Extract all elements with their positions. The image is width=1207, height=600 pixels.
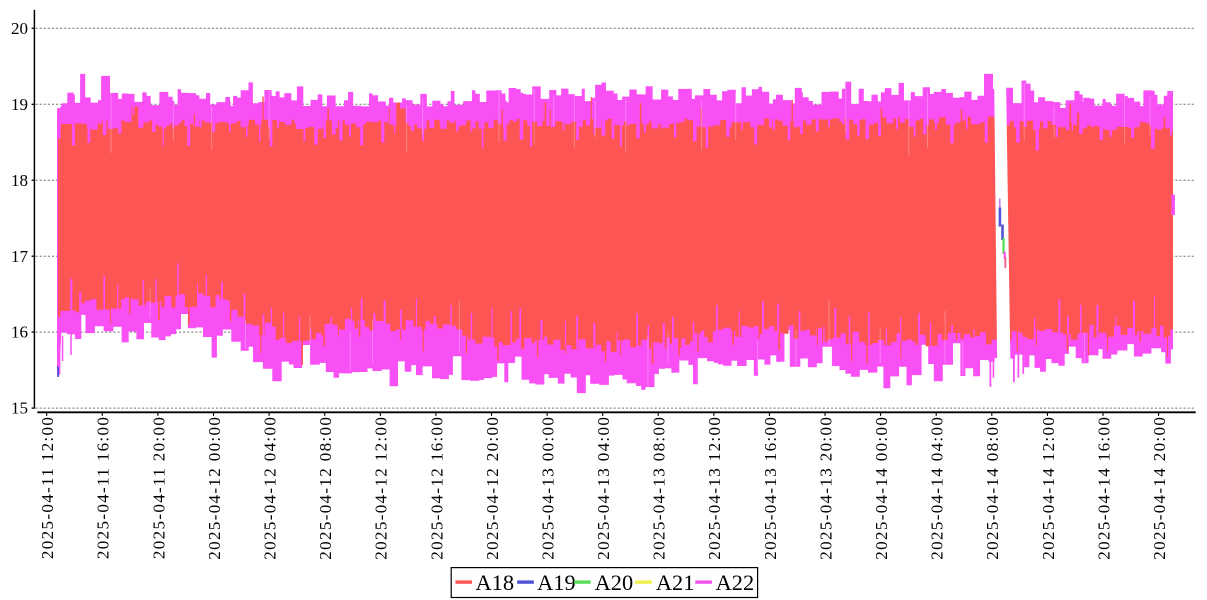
svg-text:17: 17 [11, 247, 29, 266]
svg-text:16: 16 [11, 323, 28, 342]
svg-text:2025-04-11 12:00: 2025-04-11 12:00 [38, 416, 57, 559]
svg-text:2025-04-14 12:00: 2025-04-14 12:00 [1039, 416, 1058, 560]
svg-text:2025-04-12 00:00: 2025-04-12 00:00 [205, 416, 224, 560]
svg-text:A18: A18 [476, 570, 515, 595]
svg-text:A21: A21 [656, 570, 695, 595]
svg-text:20: 20 [11, 19, 28, 38]
svg-text:A20: A20 [595, 570, 634, 595]
svg-text:2025-04-14 16:00: 2025-04-14 16:00 [1094, 416, 1113, 560]
svg-text:2025-04-12 04:00: 2025-04-12 04:00 [261, 416, 280, 560]
svg-text:2025-04-11 16:00: 2025-04-11 16:00 [94, 416, 113, 559]
svg-text:18: 18 [11, 171, 28, 190]
svg-text:19: 19 [11, 95, 28, 114]
svg-text:15: 15 [11, 399, 28, 418]
svg-text:A19: A19 [537, 570, 576, 595]
svg-text:2025-04-14 08:00: 2025-04-14 08:00 [983, 416, 1002, 560]
svg-text:2025-04-12 12:00: 2025-04-12 12:00 [372, 416, 391, 560]
svg-text:2025-04-13 20:00: 2025-04-13 20:00 [816, 416, 835, 560]
svg-text:A22: A22 [716, 570, 755, 595]
svg-text:2025-04-14 20:00: 2025-04-14 20:00 [1150, 416, 1169, 560]
svg-text:2025-04-12 16:00: 2025-04-12 16:00 [427, 416, 446, 560]
svg-text:2025-04-12 08:00: 2025-04-12 08:00 [316, 416, 335, 560]
svg-text:2025-04-12 20:00: 2025-04-12 20:00 [483, 416, 502, 560]
svg-text:2025-04-11 20:00: 2025-04-11 20:00 [149, 416, 168, 559]
svg-text:2025-04-13 00:00: 2025-04-13 00:00 [539, 416, 558, 560]
svg-text:2025-04-13 12:00: 2025-04-13 12:00 [705, 416, 724, 560]
svg-text:2025-04-14 00:00: 2025-04-14 00:00 [872, 416, 891, 560]
svg-text:2025-04-13 08:00: 2025-04-13 08:00 [650, 416, 669, 560]
svg-text:2025-04-14 04:00: 2025-04-14 04:00 [928, 416, 947, 560]
svg-text:2025-04-13 16:00: 2025-04-13 16:00 [761, 416, 780, 560]
svg-text:2025-04-13 04:00: 2025-04-13 04:00 [594, 416, 613, 560]
